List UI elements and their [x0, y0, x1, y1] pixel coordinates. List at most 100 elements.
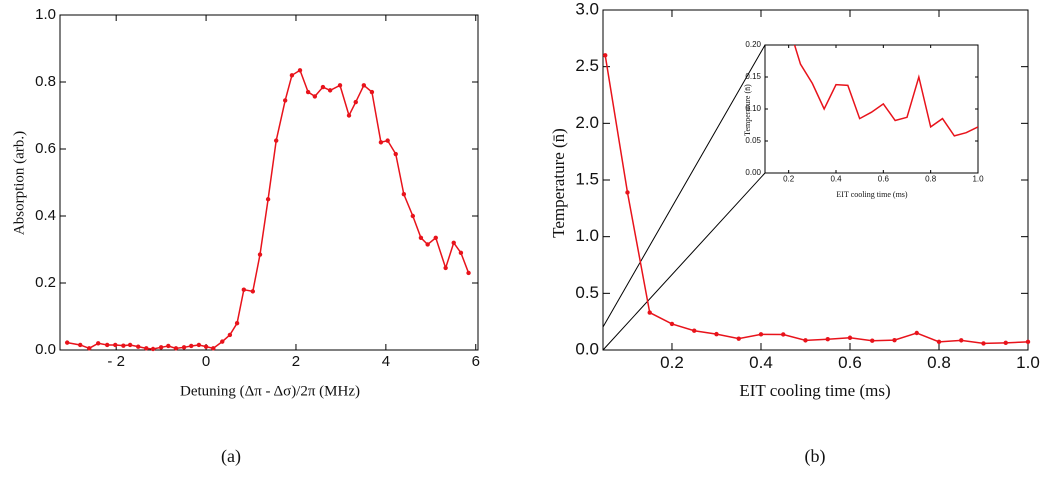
- y-axis-title: Temperature (n̄): [549, 128, 568, 238]
- data-point: [320, 84, 326, 90]
- x-tick-label: 0.4: [830, 175, 842, 184]
- panel-label: (a): [221, 446, 241, 467]
- y-tick-label: 0.8: [35, 73, 56, 90]
- data-point: [337, 83, 343, 88]
- data-point: [936, 339, 942, 345]
- data-point: [870, 338, 875, 343]
- data-line: [67, 69, 470, 350]
- data-point: [369, 89, 375, 95]
- data-line: [793, 45, 978, 137]
- data-point: [451, 240, 456, 245]
- y-tick-label: 0.4: [35, 207, 56, 224]
- data-point: [346, 113, 352, 118]
- data-point: [466, 270, 471, 276]
- data-point: [203, 344, 209, 349]
- data-point: [136, 344, 141, 349]
- y-tick-label: 0.15: [745, 72, 761, 81]
- data-point: [312, 94, 318, 99]
- data-point: [211, 346, 216, 351]
- data-point: [1025, 339, 1031, 345]
- x-tick-label: 0.2: [783, 175, 795, 184]
- zoom-line: [602, 172, 766, 351]
- x-tick-label: 6: [472, 353, 480, 370]
- data-point: [361, 83, 367, 88]
- data-point: [121, 343, 126, 348]
- data-point: [981, 341, 986, 346]
- data-point: [781, 332, 786, 337]
- data-point: [227, 332, 233, 338]
- data-point: [127, 342, 133, 348]
- data-point: [714, 331, 719, 337]
- y-tick-label: 0.5: [575, 283, 599, 302]
- data-point: [892, 337, 897, 343]
- data-point: [353, 99, 358, 105]
- x-axis-title: EIT cooling time (ms): [739, 381, 890, 400]
- data-point: [78, 342, 83, 348]
- data-point: [669, 321, 675, 327]
- y-tick-label: 0.6: [35, 140, 56, 157]
- data-point: [914, 330, 919, 336]
- data-point: [150, 346, 156, 352]
- data-point: [825, 337, 830, 342]
- x-tick-label: 0.6: [878, 175, 890, 184]
- data-point: [603, 53, 608, 58]
- data-point: [758, 332, 764, 337]
- data-point: [96, 341, 101, 346]
- y-tick-label: 0.0: [575, 339, 599, 358]
- x-tick-label: 0.8: [927, 353, 951, 372]
- x-tick-label: 0.4: [749, 353, 773, 372]
- data-point: [234, 321, 240, 326]
- x-tick-label: - 2: [107, 353, 125, 370]
- y-tick-label: 1.0: [575, 226, 599, 245]
- x-tick-label: 4: [382, 353, 390, 370]
- y-tick-label: 0.0: [35, 341, 56, 358]
- data-point: [625, 190, 630, 195]
- y-tick-label: 0.10: [745, 104, 761, 113]
- data-point: [458, 250, 464, 256]
- data-line: [604, 55, 1029, 345]
- data-point: [64, 340, 70, 345]
- data-point: [401, 192, 407, 197]
- panel-label: (b): [805, 446, 826, 467]
- data-point: [241, 287, 247, 292]
- data-point: [196, 342, 202, 348]
- data-point: [305, 89, 311, 95]
- y-tick-label: 1.0: [35, 6, 56, 23]
- x-axis-title: Detuning (Δπ - Δσ)/2π (MHz): [180, 383, 360, 399]
- x-tick-label: 0: [202, 353, 210, 370]
- x-tick-label: 1.0: [1016, 353, 1040, 372]
- x-axis-title: EIT cooling time (ms): [836, 190, 908, 199]
- x-tick-label: 0.6: [838, 353, 862, 372]
- data-point: [418, 235, 424, 240]
- data-point: [327, 88, 333, 93]
- data-point: [385, 138, 390, 143]
- x-tick-label: 0.2: [660, 353, 684, 372]
- x-tick-label: 2: [292, 353, 300, 370]
- data-point: [410, 213, 416, 219]
- data-point: [173, 346, 179, 351]
- data-point: [87, 346, 92, 351]
- data-point: [647, 310, 652, 315]
- data-point: [433, 235, 438, 240]
- data-point: [166, 343, 171, 349]
- data-point: [959, 338, 964, 343]
- data-point: [220, 339, 225, 344]
- clip-group: [793, 45, 978, 137]
- zoom-line: [602, 44, 766, 328]
- plot-frame: [59, 14, 479, 351]
- data-point: [443, 265, 448, 271]
- data-point: [257, 252, 263, 257]
- data-point: [297, 68, 303, 73]
- y-axis-title: Absorption (arb.): [11, 131, 27, 235]
- data-point: [289, 73, 295, 78]
- data-point: [189, 343, 194, 349]
- data-point: [1003, 340, 1008, 346]
- y-tick-label: 0.00: [745, 168, 761, 177]
- data-point: [265, 197, 271, 202]
- data-point: [104, 342, 110, 348]
- data-point: [393, 151, 398, 157]
- data-point: [378, 140, 384, 145]
- x-tick-label: 1.0: [972, 175, 984, 184]
- y-tick-label: 0.2: [35, 274, 56, 291]
